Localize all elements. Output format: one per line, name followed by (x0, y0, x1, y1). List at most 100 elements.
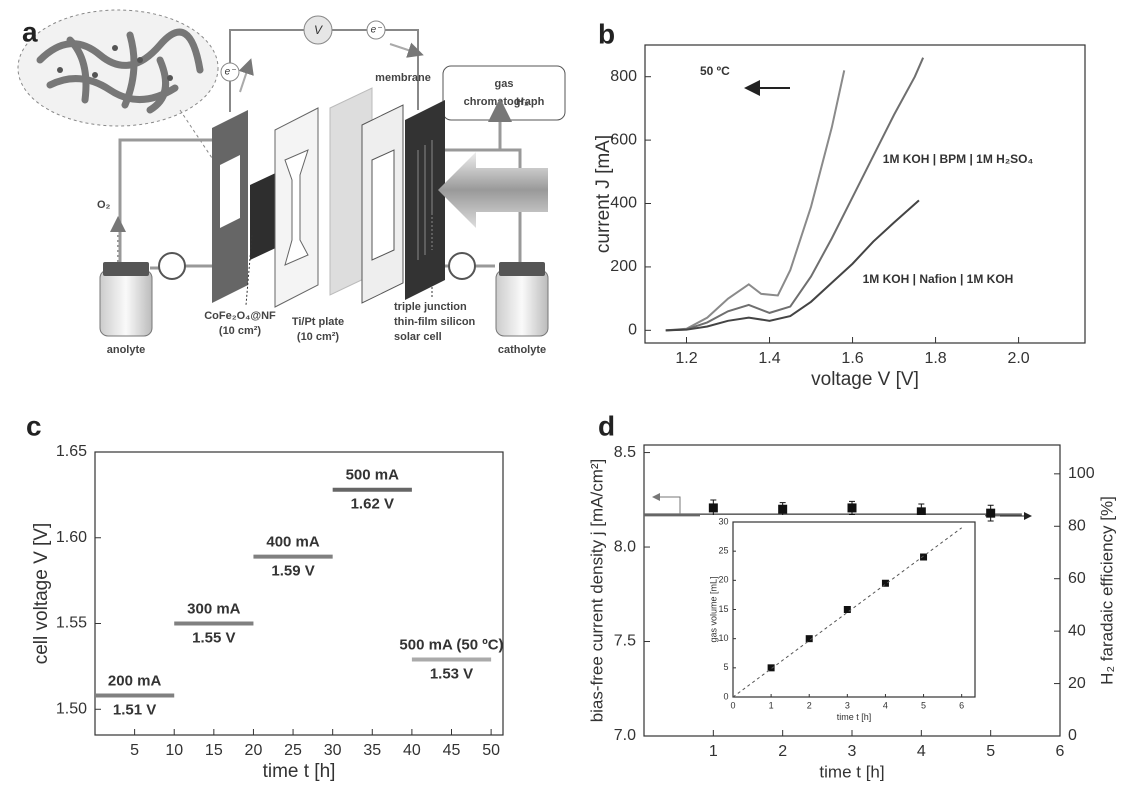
y2-tick-label: 80 (1068, 517, 1086, 534)
segment-value: 1.53 V (430, 666, 473, 683)
inset-background (700, 515, 985, 730)
segment-label: 400 mA (266, 534, 320, 551)
y2-tick-label: 0 (1068, 727, 1077, 744)
y-axis-title: bias-free current density j [mA/cm²] (587, 459, 606, 723)
plate-label: Ti/Pt plate (292, 316, 344, 328)
marker (708, 503, 718, 513)
flow-field (371, 149, 395, 261)
marker (920, 553, 928, 561)
x-tick-label: 6 (959, 700, 964, 710)
x-tick-label: 3 (845, 700, 850, 710)
y2-tick-label: 20 (1068, 675, 1086, 692)
y-tick-label: 0 (628, 322, 637, 339)
flow-field (284, 149, 309, 266)
solar-cell-label: triple junction (394, 301, 467, 313)
y-tick-label: 1.50 (56, 700, 87, 717)
x-tick-label: 2.0 (1007, 350, 1029, 367)
y-tick-label: 400 (610, 195, 637, 212)
marker (767, 664, 775, 672)
plate-label: (10 cm²) (297, 331, 340, 343)
marker (843, 606, 851, 613)
catalyst-label: (10 cm²) (219, 325, 262, 337)
solar-cell-label: solar cell (394, 331, 442, 343)
electron-label: e⁻ (225, 67, 237, 78)
marker (847, 503, 857, 513)
x-tick-label: 5 (986, 743, 995, 760)
pipe (118, 138, 212, 262)
x-tick-label: 1.6 (841, 350, 863, 367)
segment-value: 1.51 V (113, 702, 156, 719)
wire (229, 29, 419, 112)
electron-arrow (238, 58, 254, 93)
segment-label: 200 mA (108, 673, 162, 690)
electron-label: e⁻ (371, 25, 383, 36)
x-tick-label: 15 (205, 742, 223, 759)
plot-frame (94, 451, 504, 736)
panel-label: b (598, 18, 615, 49)
x-tick-label: 4 (917, 743, 926, 760)
foam-dots (57, 45, 173, 81)
y-tick-label: 20 (718, 575, 728, 585)
foam-texture (36, 28, 204, 114)
y-tick-label: 15 (718, 604, 728, 614)
plate-window (220, 155, 240, 228)
y2-axis-title: H₂ faradaic efficiency [%] (1097, 496, 1116, 685)
y2-tick-label: 60 (1068, 570, 1086, 587)
x-tick-label: 1.4 (758, 350, 780, 367)
series-line (665, 199, 920, 332)
marker (805, 635, 813, 643)
y-tick-label: 600 (610, 131, 637, 148)
voltmeter-label: V (314, 23, 323, 37)
marker (881, 579, 889, 587)
y-tick-label: 8.0 (614, 538, 636, 555)
x-axis-title: time t [h] (837, 712, 872, 722)
o2-label: O₂ (97, 199, 111, 211)
panel-label: d (598, 410, 615, 441)
x-tick-label: 25 (284, 742, 302, 759)
x-tick-label: 1.2 (675, 350, 697, 367)
x-axis-title: time t [h] (263, 761, 336, 782)
diagram: a V e⁻ e⁻ gas chromatograph H₂ O₂ membra… (17, 9, 566, 356)
y2-tick-label: 100 (1068, 465, 1095, 482)
y-tick-label: 7.5 (614, 633, 636, 650)
x-tick-label: 2 (807, 700, 812, 710)
gas-chromatograph-box (442, 65, 566, 121)
h2-label: H₂ (516, 96, 529, 108)
series-annotation: 1M KOH | Nafion | 1M KOH (863, 272, 1014, 286)
x-tick-label: 5 (921, 700, 926, 710)
anolyte-label: anolyte (107, 344, 146, 356)
panel-label: a (22, 16, 38, 47)
x-tick-label: 50 (482, 742, 500, 759)
bottle-cap (103, 262, 149, 276)
solar-cell-label: thin-film silicon (394, 316, 476, 328)
y-axis-title: current J [mA] (593, 135, 614, 253)
x-tick-label: 3 (848, 743, 857, 760)
marker (986, 508, 996, 518)
y-tick-label: 7.0 (614, 727, 636, 744)
y-axis-title: gas volume [mL] (708, 576, 718, 642)
y-tick-label: 30 (718, 516, 728, 526)
membrane-label: membrane (375, 72, 431, 84)
x-tick-label: 1 (709, 743, 718, 760)
marker (916, 507, 926, 517)
series-line (665, 57, 925, 332)
y-tick-label: 1.55 (56, 615, 87, 632)
y-tick-label: 1.60 (56, 529, 87, 546)
x-tick-label: 45 (443, 742, 461, 759)
x-tick-label: 4 (883, 700, 888, 710)
x-tick-label: 20 (245, 742, 263, 759)
electron-arrow (389, 42, 424, 58)
x-tick-label: 30 (324, 742, 342, 759)
segment-value: 1.62 V (351, 496, 394, 513)
series-annotation: 50 ºC (700, 64, 730, 78)
segment-label: 300 mA (187, 600, 241, 617)
axis-pointer (652, 493, 681, 514)
x-tick-label: 6 (1056, 743, 1065, 760)
y-tick-label: 5 (723, 662, 728, 672)
catholyte-label: catholyte (498, 344, 546, 356)
x-axis-title: time t [h] (819, 762, 884, 781)
x-tick-label: 1 (769, 700, 774, 710)
x-tick-label: 1.8 (924, 350, 946, 367)
x-tick-label: 40 (403, 742, 421, 759)
gc-label: chromatograph (464, 96, 545, 108)
